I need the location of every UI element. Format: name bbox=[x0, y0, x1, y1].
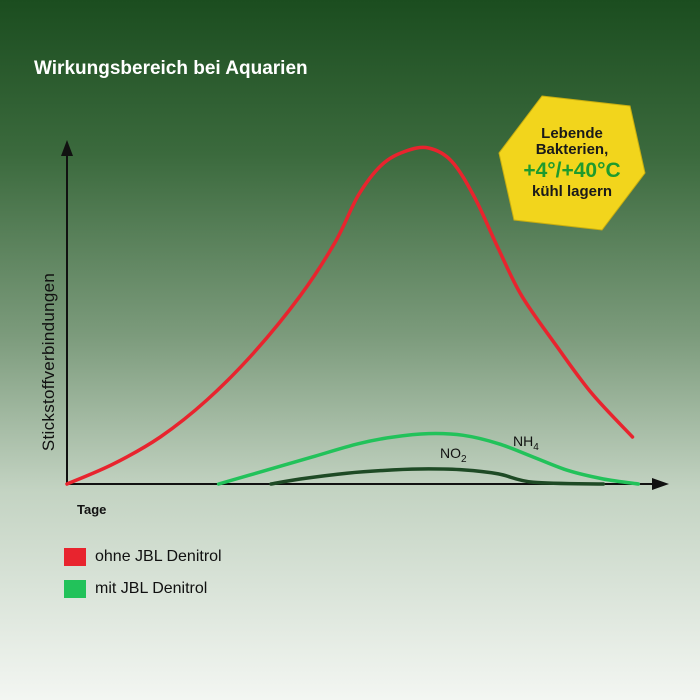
annotation-nh4: NH4 bbox=[513, 433, 539, 453]
legend-swatch-red bbox=[64, 548, 86, 566]
y-axis-label: Stickstoffverbindungen bbox=[39, 272, 58, 452]
series-mit-denitrol bbox=[216, 431, 641, 486]
x-axis-label: Tage bbox=[77, 502, 107, 517]
y-axis-arrow bbox=[61, 140, 73, 156]
legend-item-mit: mit JBL Denitrol bbox=[64, 580, 207, 598]
badge-line: Bakterien, bbox=[535, 141, 609, 159]
badge-temperature: +4°/+40°C bbox=[523, 158, 621, 182]
x-axis-arrow bbox=[652, 478, 669, 490]
annotation-layer: NO2 NH4 bbox=[440, 433, 539, 465]
badge-hexagon bbox=[498, 95, 646, 231]
series-dark-curve bbox=[269, 467, 606, 486]
legend-label: mit JBL Denitrol bbox=[95, 580, 208, 597]
series-ohne-denitrol bbox=[65, 145, 635, 486]
bacteria-badge: Lebende Bakterien, +4°/+40°C kühl lagern bbox=[497, 93, 647, 233]
annotation-no2: NO2 bbox=[440, 445, 467, 465]
badge-text: Lebende Bakterien, +4°/+40°C kühl lagern bbox=[497, 93, 647, 233]
legend-swatch-green bbox=[64, 580, 86, 598]
legend-label: ohne JBL Denitrol bbox=[95, 548, 222, 565]
badge-line: kühl lagern bbox=[531, 182, 613, 200]
badge-line: Lebende bbox=[541, 125, 603, 143]
series-layer bbox=[65, 145, 641, 486]
chart-title: Wirkungsbereich bei Aquarien bbox=[34, 58, 308, 79]
legend-item-ohne: ohne JBL Denitrol bbox=[64, 548, 222, 566]
